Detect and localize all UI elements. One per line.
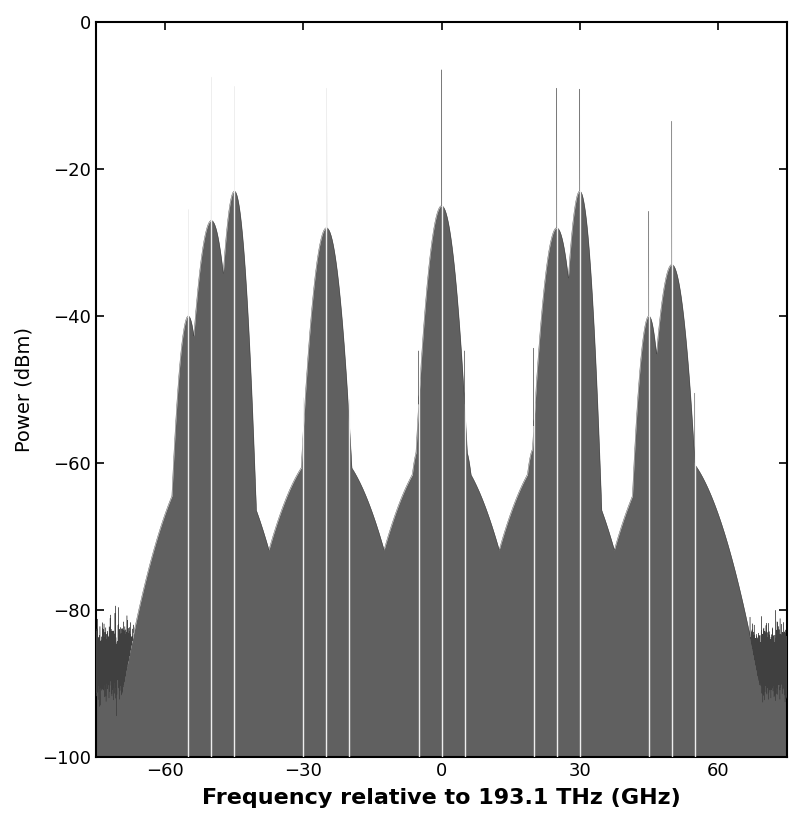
X-axis label: Frequency relative to 193.1 THz (GHz): Frequency relative to 193.1 THz (GHz) <box>202 788 681 808</box>
Y-axis label: Power (dBm): Power (dBm) <box>15 327 34 452</box>
